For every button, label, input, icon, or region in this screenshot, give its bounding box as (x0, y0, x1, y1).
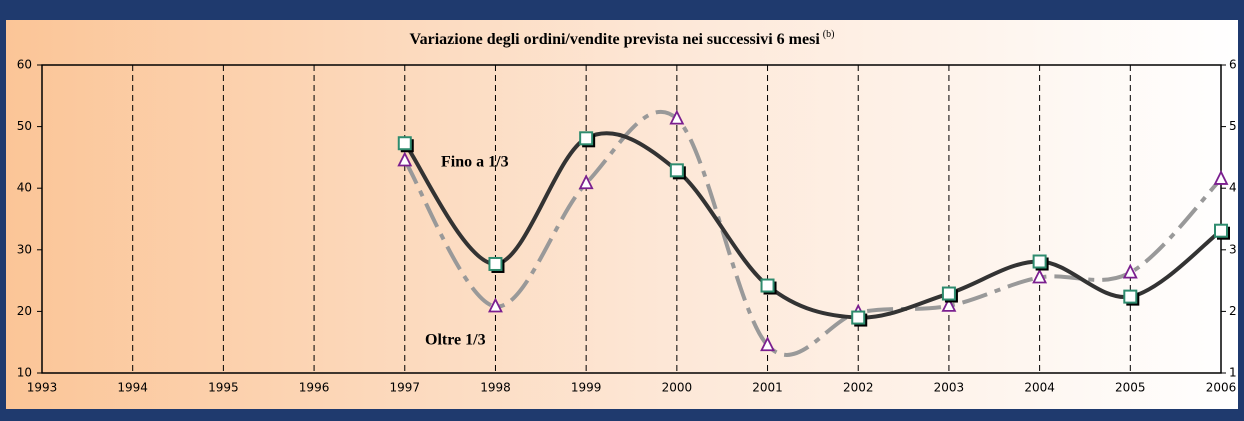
marker (1122, 263, 1138, 279)
marker (760, 336, 775, 352)
x-tick-label: 2000 (662, 381, 693, 395)
x-tick-label: 1999 (571, 381, 602, 395)
marker (941, 286, 956, 301)
x-tick-label: 2004 (1024, 381, 1055, 395)
marker (669, 163, 684, 178)
x-tick-label: 1995 (208, 381, 239, 395)
marker (851, 310, 866, 325)
marker (1213, 169, 1229, 185)
y2-tick-label: 5 (1229, 119, 1237, 133)
marker (669, 109, 685, 125)
x-tick-label: 1993 (27, 381, 58, 395)
series-label: Oltre 1/3 (425, 332, 486, 349)
y2-tick-label: 3 (1229, 242, 1237, 256)
x-tick-label: 2005 (1115, 381, 1146, 395)
marker (941, 296, 957, 312)
y-tick-label: 40 (17, 181, 32, 195)
y-tick-label: 10 (17, 366, 32, 380)
x-tick-label: 2001 (752, 381, 783, 395)
marker (488, 297, 503, 313)
marker (760, 278, 775, 293)
y2-tick-label: 4 (1229, 181, 1237, 195)
chart-title: Variazione degli ordini/vendite prevista… (410, 29, 835, 47)
x-tick-label: 2006 (1206, 381, 1237, 395)
x-tick-label: 1997 (389, 381, 420, 395)
marker (1214, 223, 1228, 238)
y-tick-label: 60 (17, 58, 32, 72)
y-tick-label: 50 (17, 119, 32, 133)
marker (1032, 254, 1047, 269)
panel (6, 20, 1238, 409)
x-tick-label: 1996 (299, 381, 330, 395)
marker (397, 136, 412, 151)
x-tick-label: 2003 (934, 381, 965, 395)
x-tick-label: 1998 (480, 381, 511, 395)
series-label: Fino a 1/3 (441, 154, 509, 171)
title-text: Variazione degli ordini/vendite prevista… (410, 31, 821, 48)
y-tick-label: 20 (17, 304, 32, 318)
series-line (403, 109, 1223, 357)
x-tick-label: 1994 (117, 381, 148, 395)
marker (579, 131, 594, 146)
marker (488, 256, 503, 271)
marker (1123, 289, 1138, 304)
y2-tick-label: 2 (1229, 304, 1237, 318)
marker (1032, 268, 1048, 284)
title-note: (b) (823, 29, 835, 40)
marker (578, 174, 594, 190)
plot-area (41, 64, 1222, 374)
y2-tick-label: 1 (1229, 366, 1237, 380)
y2-tick-label: 6 (1229, 58, 1237, 72)
marker (397, 151, 413, 167)
x-tick-label: 2002 (843, 381, 874, 395)
y-tick-label: 30 (17, 242, 32, 256)
